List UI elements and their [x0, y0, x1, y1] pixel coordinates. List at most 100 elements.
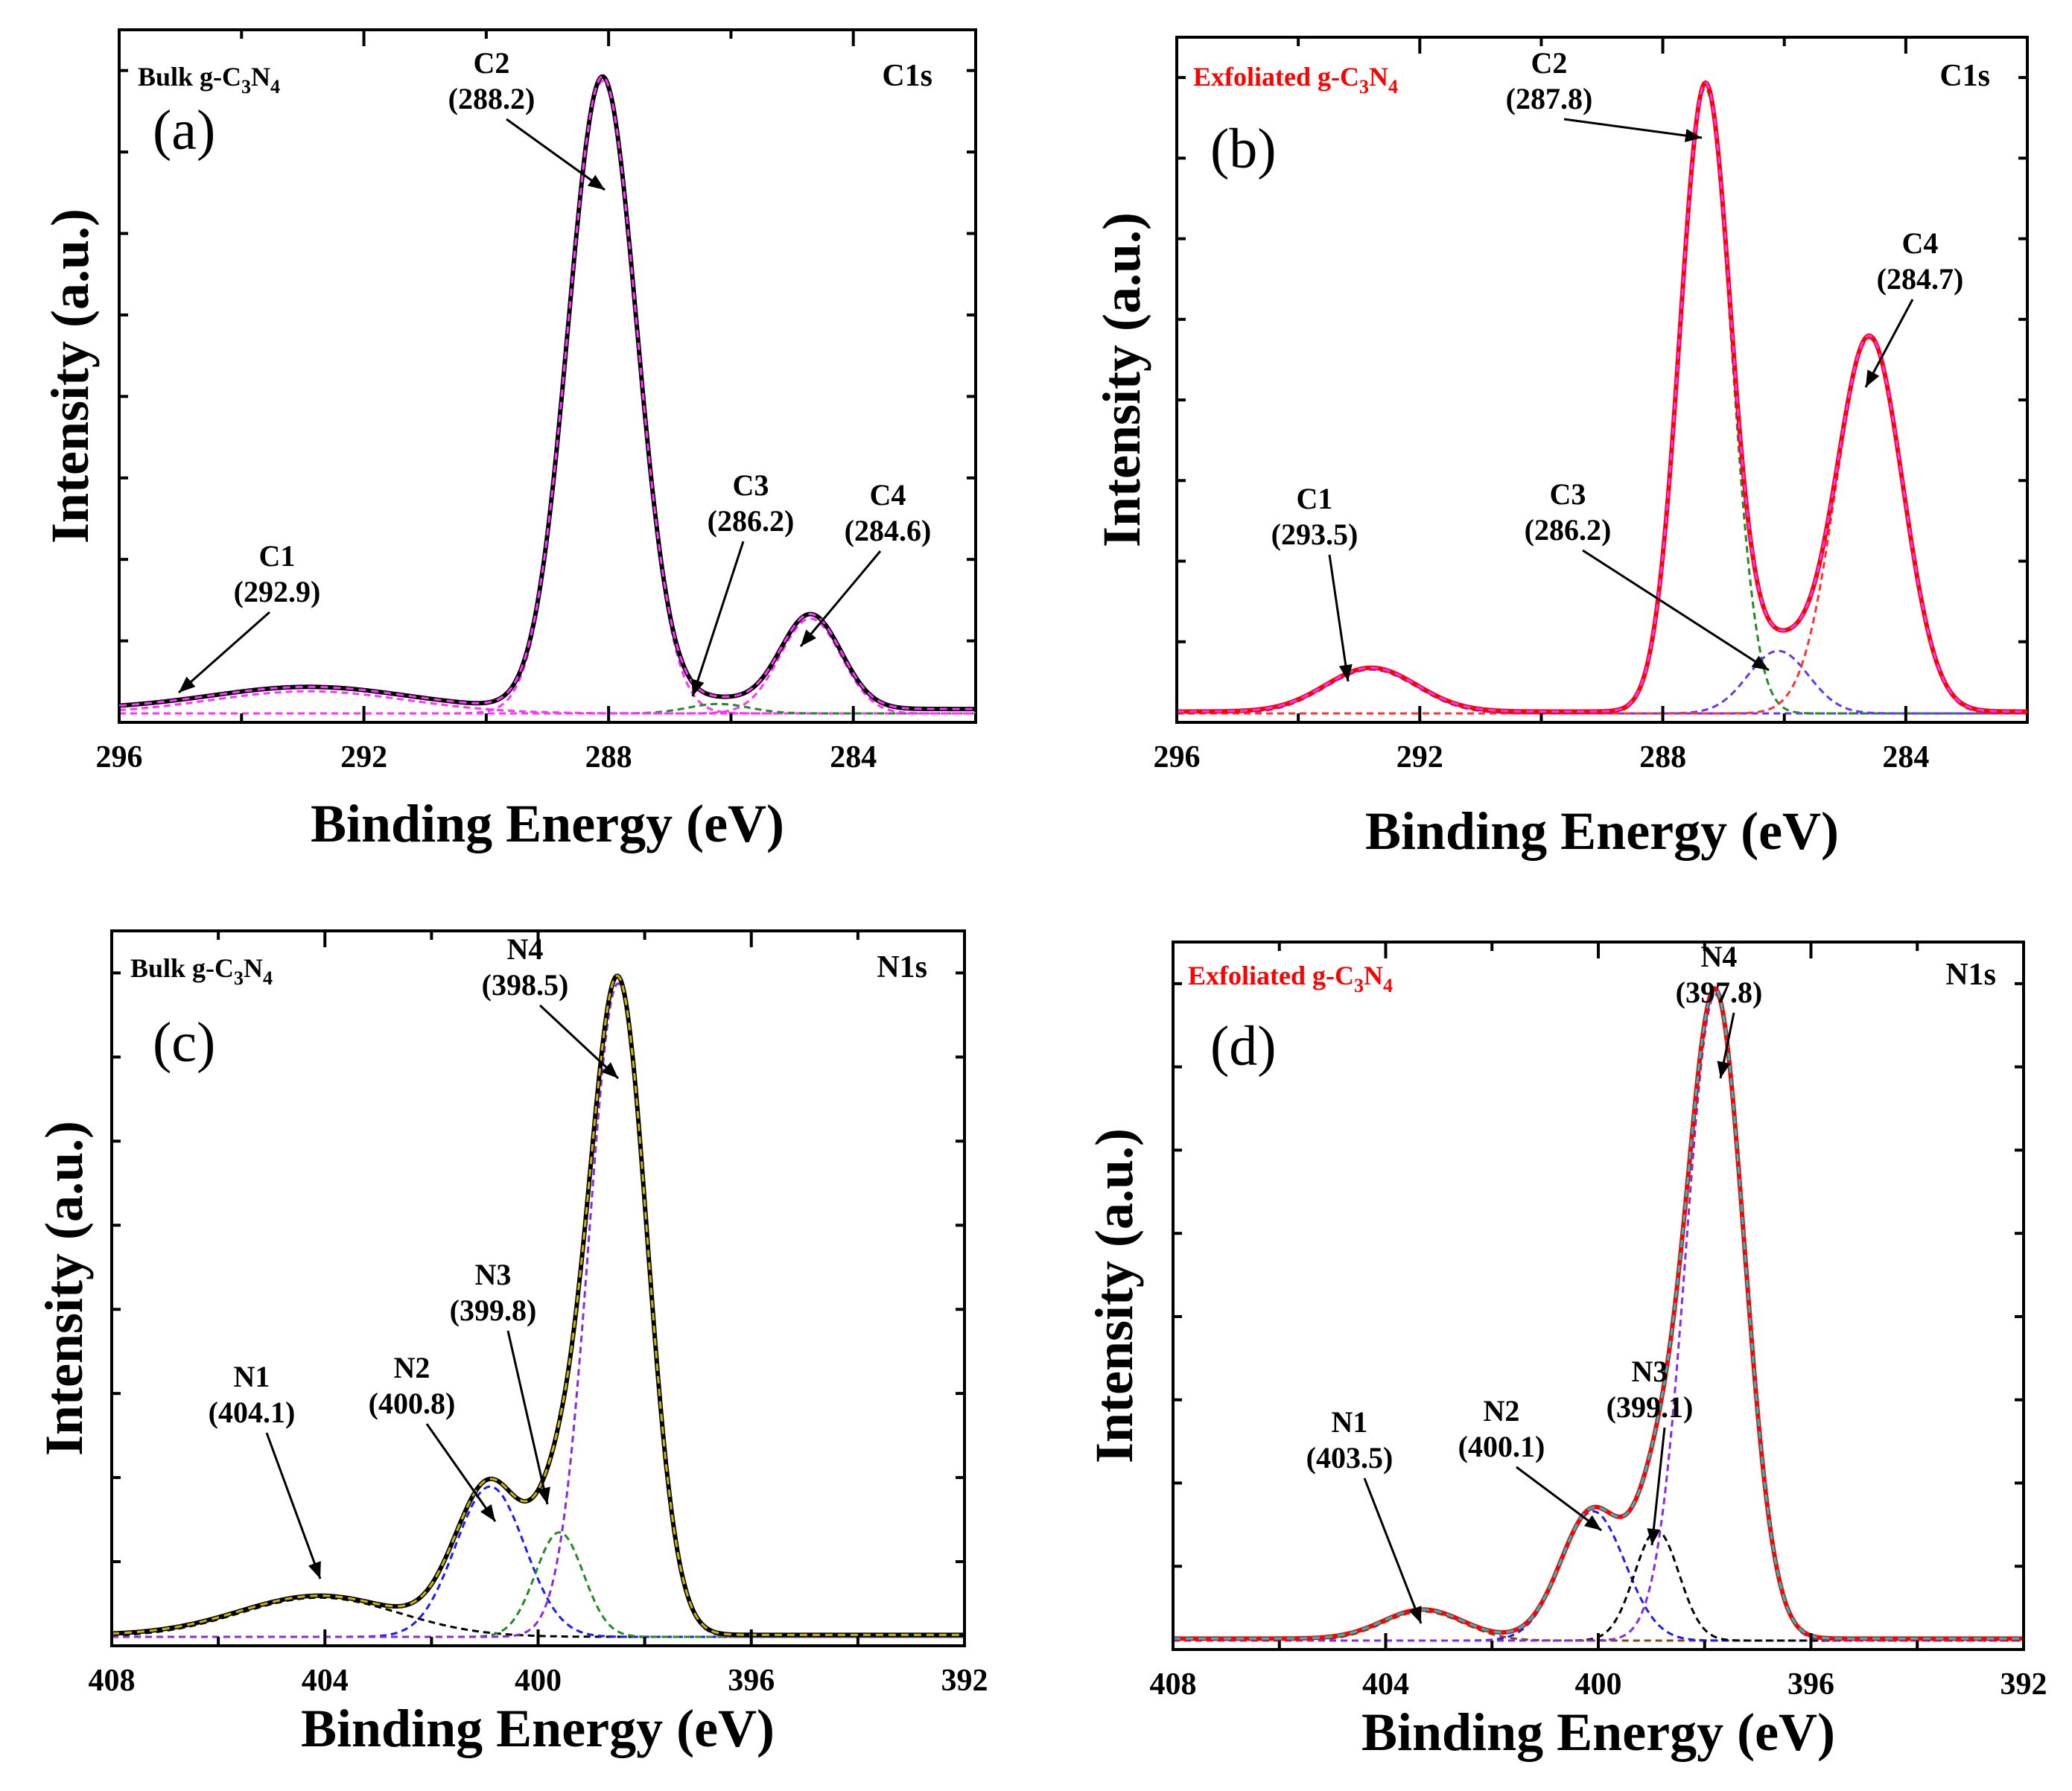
peak-arrowhead-n2: [1583, 1515, 1601, 1530]
peak-arrowhead-c2: [587, 174, 605, 190]
sample-label: Bulk g-C3N4: [130, 953, 273, 989]
sample-label: Exfoliated g-C3N4: [1193, 62, 1398, 98]
peak-position-c1: (292.9): [234, 575, 321, 608]
fit-component-n4: [1173, 993, 2024, 1642]
y-tick-group: [1177, 76, 2027, 643]
fitted-envelope-line: [1173, 987, 2024, 1640]
panel-c: 408 404 400 396 392 N1(404.1)N2(400.8)N3(399…: [34, 929, 988, 1758]
core-level-label: C1s: [1939, 59, 1990, 93]
sample-label: Exfoliated g-C3N4: [1188, 961, 1393, 996]
peak-position-n1: (403.5): [1306, 1441, 1393, 1475]
peak-label-c2: C2: [474, 46, 510, 80]
peak-label-n4: N4: [1701, 940, 1738, 973]
peak-label-n2: N2: [1484, 1394, 1520, 1428]
peak-position-c3: (286.2): [708, 504, 795, 538]
peak-arrowhead-c3: [691, 678, 705, 696]
peak-label-c4: C4: [1902, 226, 1939, 260]
measured-spectrum-line: [118, 74, 976, 712]
peak-arrowhead-n1: [1408, 1606, 1422, 1623]
peak-arrowhead-c4: [1866, 369, 1880, 387]
sample-label: Bulk g-C3N4: [138, 62, 280, 98]
x-tick-label: 396: [1787, 1667, 1834, 1702]
peak-arrowhead-n4: [601, 1062, 618, 1078]
peak-arrow-c4: [1864, 299, 1914, 388]
x-tick-group: 296 292 288 284: [96, 30, 977, 774]
y-axis-title: Intensity (a.u.): [1084, 1128, 1144, 1463]
peak-position-n2: (400.1): [1458, 1430, 1545, 1463]
peak-label-c2: C2: [1531, 46, 1568, 80]
peak-arrowhead-c2: [1684, 129, 1702, 142]
sample-label-sub: 4: [1383, 975, 1393, 996]
peak-arrowhead-c3: [1751, 655, 1769, 670]
peak-annotation-group: C1(292.9) C2(288.2) C3(286.2) C4(284.6): [178, 46, 932, 697]
peak-label-n2: N2: [394, 1351, 430, 1384]
peak-position-c4: (284.6): [845, 514, 932, 547]
peak-arrow-c4: [799, 550, 882, 647]
fit-component-n2: [112, 1485, 965, 1638]
x-tick-label: 408: [89, 1664, 136, 1698]
plot-frame: [1175, 36, 2029, 724]
fitted-envelope-line: [1177, 81, 2027, 713]
x-tick-label: 288: [1639, 740, 1686, 774]
peak-position-c2: (287.8): [1506, 82, 1593, 115]
series-group: [1173, 986, 2024, 1642]
peak-arrow-n2: [425, 1423, 497, 1522]
core-level-label: N1s: [877, 950, 927, 984]
x-tick-group: 408 404 400 396 392: [1150, 942, 2047, 1702]
core-level-label: C1s: [882, 59, 932, 93]
fit-component-n2: [1173, 1510, 2024, 1642]
peak-arrow-n4: [538, 1004, 620, 1080]
plot-frame: [118, 28, 977, 724]
fit-component-c1: [1177, 668, 2027, 715]
peak-label-c1: C1: [1297, 482, 1333, 515]
x-tick-label: 408: [1150, 1667, 1197, 1702]
peak-arrow-n1: [1363, 1477, 1423, 1624]
peak-arrow-c1: [178, 611, 270, 694]
panel-label: (c): [153, 1011, 215, 1074]
peak-arrowhead-c1: [1338, 664, 1353, 681]
peak-arrow-n3: [1650, 1427, 1666, 1546]
y-axis-title: Intensity (a.u.): [1092, 212, 1151, 547]
peak-annotation-group: N1(403.5)N2(400.1)N3(399.1)N4(397.8): [1306, 940, 1762, 1624]
peak-arrowhead-c1: [179, 676, 196, 693]
sample-label-mid: N: [251, 62, 270, 92]
panel-label: (a): [153, 99, 215, 162]
fitted-envelope-line: [118, 75, 976, 710]
peak-label-c4: C4: [870, 478, 906, 512]
x-tick-label: 292: [340, 740, 387, 774]
x-tick-label: 396: [728, 1664, 775, 1698]
x-tick-label: 284: [1882, 740, 1929, 774]
peak-arrow-c1: [1328, 554, 1350, 682]
peak-arrow-c2: [1563, 118, 1703, 139]
fit-component-c2: [119, 80, 976, 715]
peak-label-n1: N1: [234, 1360, 270, 1393]
x-tick-label: 404: [302, 1664, 349, 1698]
peak-label-n3: N3: [1632, 1355, 1668, 1388]
x-tick-label: 392: [2001, 1667, 2047, 1702]
peak-position-c2: (288.2): [448, 82, 536, 115]
sample-label-sub: 3: [234, 967, 244, 989]
x-tick-label: 296: [96, 740, 143, 774]
x-tick-group: 296 292 288 284: [1154, 37, 2029, 774]
series-group: [118, 74, 976, 715]
peak-arrowhead-n2: [480, 1504, 495, 1521]
fitted-envelope-line: [111, 974, 965, 1636]
peak-arrow-n1: [265, 1432, 322, 1580]
peak-position-n3: (399.8): [450, 1294, 537, 1327]
peak-annotation-group: C1(293.5) C2(287.8) C3(286.2) C4(284.7): [1271, 46, 1963, 682]
series-group: [1177, 80, 2027, 715]
sample-label-main: Exfoliated g-C: [1188, 961, 1354, 990]
x-axis-title: Binding Energy (eV): [1361, 1702, 1835, 1762]
x-tick-label: 288: [585, 740, 632, 774]
measured-spectrum-line: [1177, 80, 2027, 714]
x-axis-title: Binding Energy (eV): [1365, 801, 1839, 861]
panel-d: 408 404 400 396 392 N1(403.5)N2(400.1)N3(399…: [1084, 940, 2047, 1762]
x-tick-label: 404: [1362, 1667, 1409, 1702]
measured-spectrum-line: [111, 973, 965, 1638]
x-axis-title: Binding Energy (eV): [301, 1699, 775, 1758]
fit-component-c3: [1177, 649, 2027, 715]
x-tick-label: 292: [1396, 740, 1443, 774]
panel-a: 296 292 288 284 C1(292.9) C2(288.2) C3(286.2)…: [40, 28, 977, 853]
peak-label-c3: C3: [733, 468, 769, 502]
